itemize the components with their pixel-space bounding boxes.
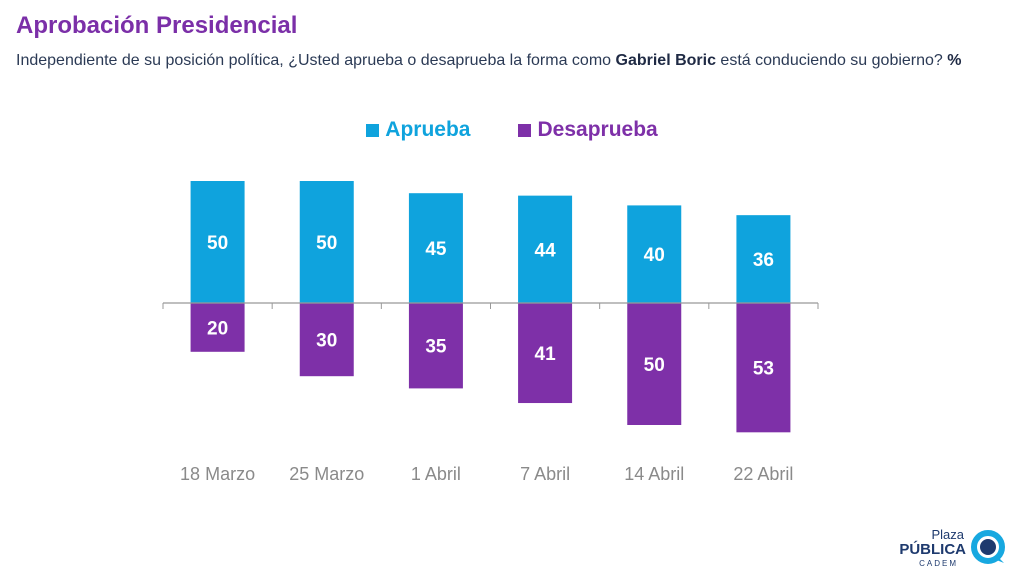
bar-aprueba — [518, 195, 573, 303]
speech-bubble-icon — [971, 530, 1005, 564]
x-tick-label: 22 Abril — [733, 464, 793, 484]
bar-desaprueba — [627, 303, 682, 425]
data-label-desaprueba: 53 — [753, 359, 774, 380]
subtitle-unit: % — [947, 52, 962, 69]
bar-aprueba — [299, 181, 354, 303]
data-label-aprueba: 44 — [535, 240, 557, 261]
x-tick-label: 7 Abril — [520, 464, 570, 484]
subtitle-text-end: está conduciendo su gobierno? — [715, 52, 948, 69]
bar-aprueba — [408, 193, 463, 303]
data-label-desaprueba: 41 — [535, 344, 557, 365]
bar-aprueba — [736, 215, 791, 303]
chart-subtitle: Independiente de su posición política, ¿… — [16, 50, 976, 71]
subtitle-text: Independiente de su posición política, ¿… — [16, 52, 616, 69]
x-tick-label: 25 Marzo — [289, 464, 364, 484]
chart-legend: Aprueba Desaprueba — [0, 118, 1024, 142]
bar-desaprueba — [518, 303, 573, 404]
bar-aprueba — [190, 181, 245, 303]
data-label-aprueba: 50 — [207, 233, 228, 254]
logo-plaza-text: Plaza — [931, 527, 964, 542]
legend-label-aprueba: Aprueba — [385, 118, 471, 141]
legend-item-desaprueba: Desaprueba — [518, 118, 658, 142]
data-label-aprueba: 45 — [425, 239, 447, 260]
bar-aprueba — [627, 205, 682, 303]
legend-label-desaprueba: Desaprueba — [537, 118, 658, 141]
logo-publica-text: PÚBLICA — [899, 541, 966, 558]
plaza-publica-logo: Plaza PÚBLICA CADEM — [896, 525, 1006, 573]
data-label-aprueba: 40 — [644, 245, 665, 266]
data-label-desaprueba: 30 — [316, 331, 337, 352]
x-tick-label: 14 Abril — [624, 464, 684, 484]
x-tick-label: 18 Marzo — [180, 464, 255, 484]
x-tick-label: 1 Abril — [411, 464, 461, 484]
chart-title: Aprobación Presidencial — [16, 12, 298, 39]
bar-desaprueba — [190, 303, 245, 352]
legend-item-aprueba: Aprueba — [366, 118, 470, 142]
data-label-desaprueba: 35 — [425, 337, 447, 358]
subtitle-bold-name: Gabriel Boric — [615, 52, 716, 69]
data-label-aprueba: 36 — [753, 250, 774, 271]
bar-desaprueba — [299, 303, 354, 377]
data-label-aprueba: 50 — [316, 233, 337, 254]
data-label-desaprueba: 50 — [644, 355, 665, 376]
data-label-desaprueba: 20 — [207, 318, 228, 339]
legend-swatch-aprueba — [366, 123, 380, 137]
legend-swatch-desaprueba — [518, 123, 532, 137]
bar-desaprueba — [408, 303, 463, 389]
bar-desaprueba — [736, 303, 791, 433]
logo-cadem-text: CADEM — [919, 559, 958, 568]
